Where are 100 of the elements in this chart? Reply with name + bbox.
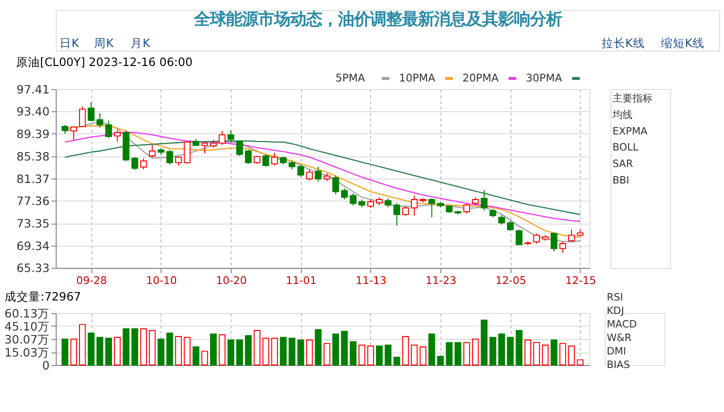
x-tick-label: 10-10 xyxy=(146,274,178,287)
bar xyxy=(262,338,270,366)
bar xyxy=(533,342,540,366)
text: BIAS xyxy=(606,360,630,371)
candlestick xyxy=(410,195,418,216)
bar xyxy=(358,344,366,366)
bar xyxy=(306,339,313,366)
bar xyxy=(166,332,174,366)
text: 日K xyxy=(59,36,80,50)
x-tick-label: 11-23 xyxy=(426,274,456,287)
bar xyxy=(437,356,444,366)
text: 全球能源市场动态，油价调整最新消息及其影响分析 xyxy=(192,10,562,29)
candlestick xyxy=(428,198,436,218)
bar xyxy=(428,333,436,366)
x-tick-label: 12-15 xyxy=(565,274,596,287)
x-tick-label: 12-05 xyxy=(495,274,526,287)
y-tick-label: 60.13万 xyxy=(4,306,50,320)
bar xyxy=(506,336,514,366)
candlestick xyxy=(114,129,121,142)
candlestick xyxy=(314,166,322,182)
bar xyxy=(280,336,287,366)
chart-title: 原油[CL00Y] 2023-12-16 06:00 xyxy=(16,54,193,69)
candlestick xyxy=(236,140,243,156)
candlestick xyxy=(306,169,313,182)
candlestick xyxy=(105,120,112,139)
legend-label: 10PMA xyxy=(399,72,436,84)
candlestick xyxy=(148,144,156,158)
x-tick-label: 10-20 xyxy=(216,274,247,287)
candlestick xyxy=(166,149,174,165)
bar xyxy=(350,341,357,366)
bar xyxy=(490,336,496,366)
text: 缩短K线 xyxy=(660,36,704,50)
bar xyxy=(244,335,252,366)
bar xyxy=(498,333,505,366)
candlestick xyxy=(498,214,505,226)
candlestick xyxy=(341,188,348,200)
bar xyxy=(122,328,130,366)
bar xyxy=(480,320,488,366)
bar xyxy=(114,336,121,366)
y-tick-label: 77.36 xyxy=(16,194,50,208)
candlestick xyxy=(506,220,514,232)
y-tick-label: 85.38 xyxy=(16,149,50,164)
bar xyxy=(184,336,191,366)
bar xyxy=(420,346,426,366)
bar xyxy=(550,339,558,366)
bar xyxy=(96,336,104,366)
text: KDJ xyxy=(606,306,624,318)
text: BBI xyxy=(612,175,630,186)
bar xyxy=(384,344,392,366)
text: 月K xyxy=(130,36,151,50)
bar xyxy=(175,336,182,366)
candlestick xyxy=(393,202,400,226)
candlestick xyxy=(96,112,104,128)
bar xyxy=(228,339,234,366)
bar xyxy=(210,333,217,366)
text: RSI xyxy=(606,292,624,304)
bar xyxy=(140,328,147,366)
candlestick xyxy=(297,164,304,178)
y-tick-label: 97.41 xyxy=(16,82,50,96)
legend-label: 5PMA xyxy=(336,72,366,84)
candlestick xyxy=(88,102,95,122)
candlestick xyxy=(550,232,558,252)
bar xyxy=(314,329,322,366)
candlestick xyxy=(140,158,147,170)
candlestick xyxy=(70,126,78,141)
y-tick-label: 73.35 xyxy=(16,216,50,231)
bar xyxy=(446,342,453,366)
bar xyxy=(393,356,400,366)
chart-title: 成交量:72967 xyxy=(4,290,81,304)
bar xyxy=(105,338,112,366)
candlestick xyxy=(228,130,234,143)
y-tick-label: 0 xyxy=(42,358,50,372)
bar xyxy=(79,324,86,366)
bar xyxy=(70,338,78,366)
candlestick xyxy=(218,130,226,146)
bar xyxy=(463,342,470,366)
candlestick xyxy=(244,149,252,164)
bar xyxy=(148,330,156,366)
bar xyxy=(192,346,200,366)
candlestick xyxy=(271,152,278,166)
legend-label: 30PMA xyxy=(526,72,563,84)
bar xyxy=(376,346,383,366)
text: DMI xyxy=(606,346,626,358)
bar xyxy=(288,338,296,366)
bar xyxy=(576,359,584,366)
bar xyxy=(516,330,522,366)
y-tick-label: 89.39 xyxy=(16,127,50,142)
bar xyxy=(62,338,68,366)
candlestick xyxy=(332,175,340,195)
candlestick xyxy=(201,142,208,154)
bar xyxy=(410,344,418,366)
y-tick-label: 45.10万 xyxy=(4,319,50,334)
text: 主要指标 xyxy=(612,92,652,105)
y-tick-label: 81.37 xyxy=(16,172,50,186)
bar xyxy=(341,330,348,366)
text: MACD xyxy=(606,320,638,331)
bar xyxy=(454,342,462,366)
bar xyxy=(524,339,532,366)
bar xyxy=(297,339,304,366)
candlestick xyxy=(184,141,191,164)
